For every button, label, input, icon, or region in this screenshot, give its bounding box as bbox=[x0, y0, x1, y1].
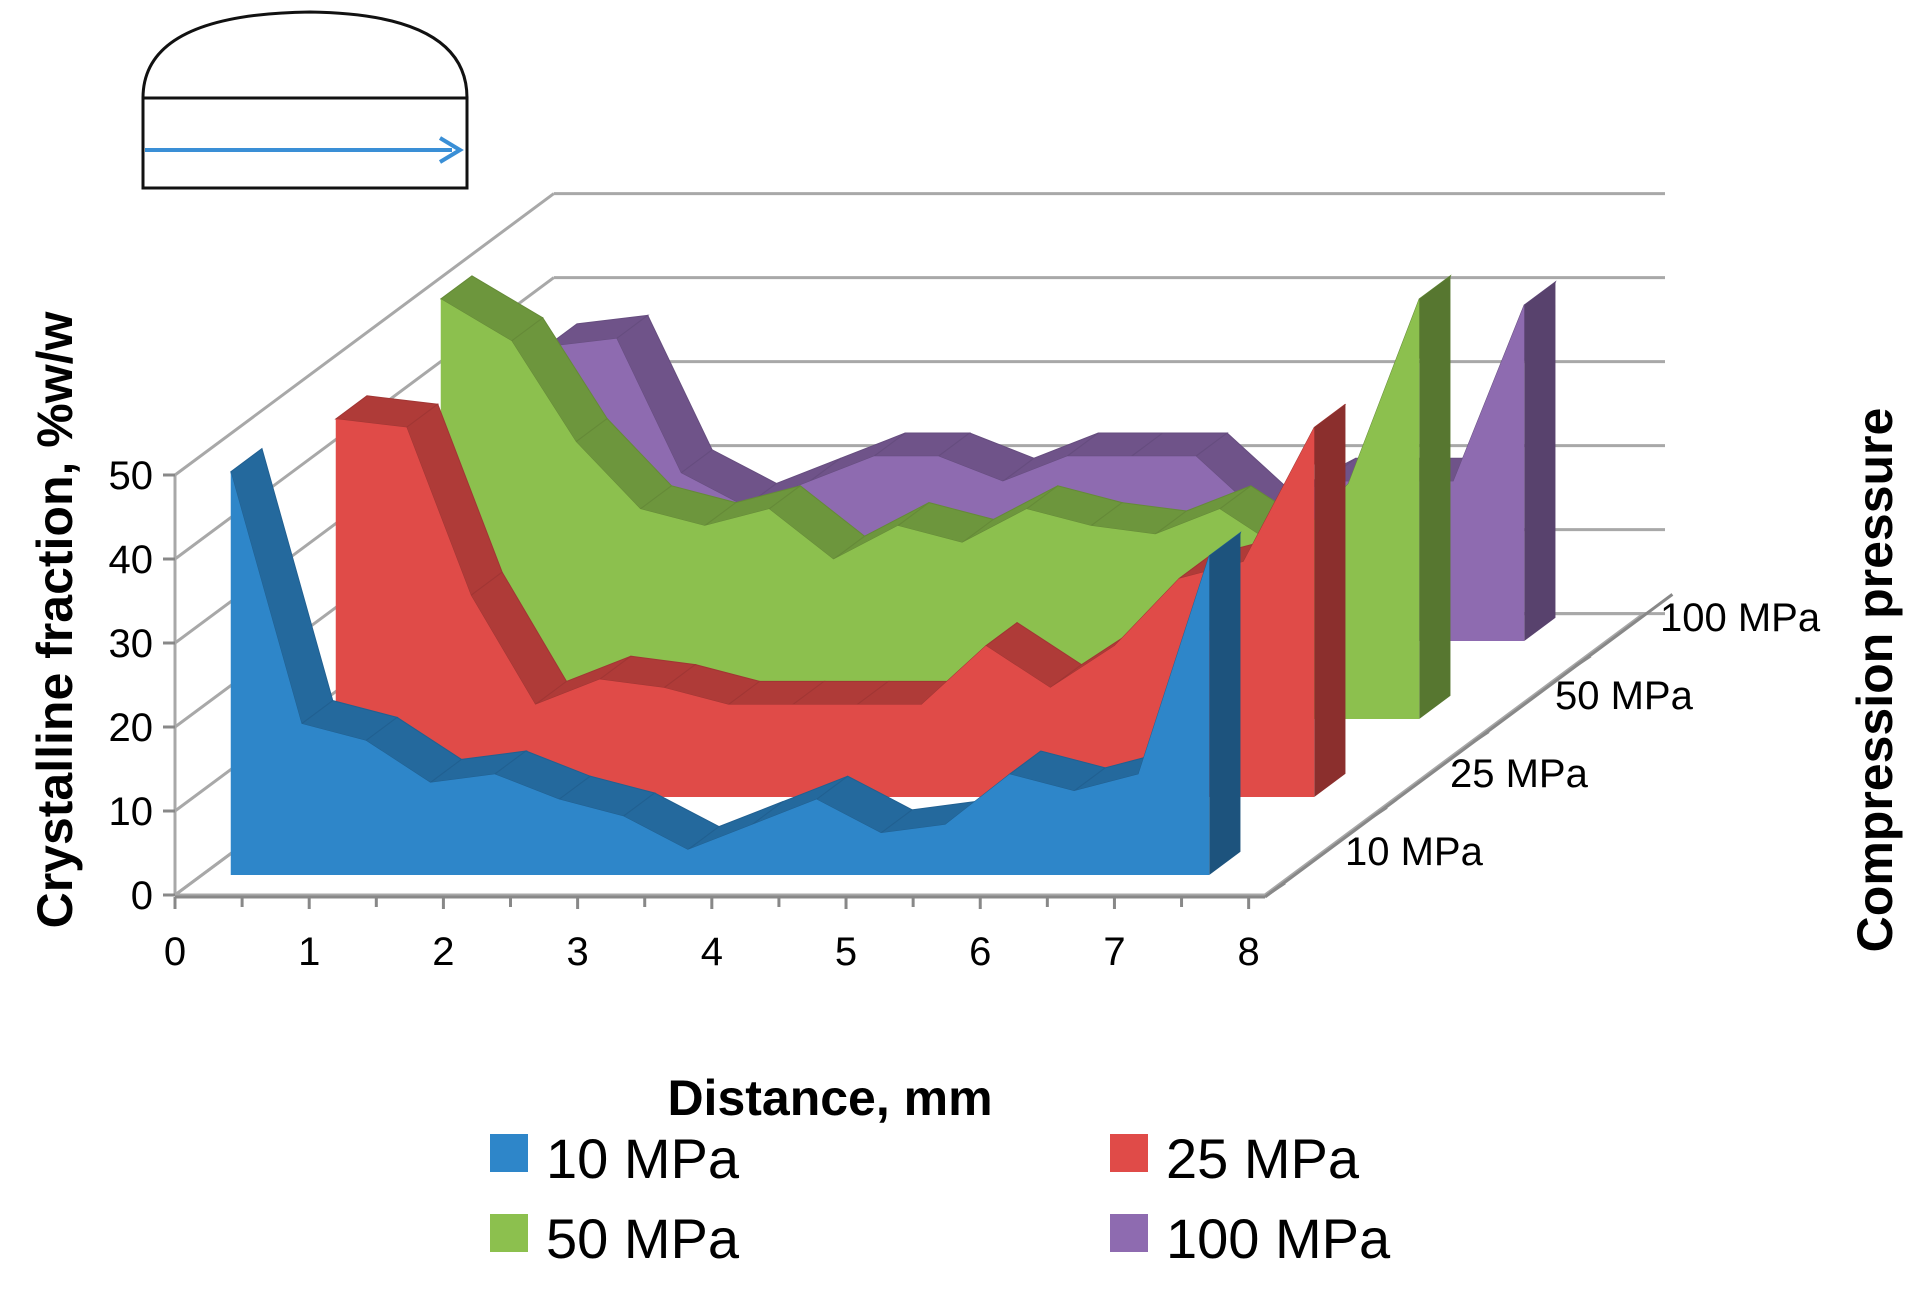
series-10-mpa bbox=[230, 447, 1242, 875]
series-25-mpa bbox=[334, 395, 1346, 797]
chart-series bbox=[230, 274, 1557, 875]
y-tick-label: 20 bbox=[109, 706, 154, 750]
chart-axes: 0 1 2 3 4 5 6 7 8 0 10 20 30 40 50 10 MPa 25 MPa 50 MPa 10… bbox=[27, 311, 1903, 1126]
depth-axis-line bbox=[1264, 593, 1674, 899]
x-tick-label: 4 bbox=[701, 930, 723, 974]
ribbon-end-face bbox=[1314, 404, 1346, 797]
y-tick-label: 40 bbox=[109, 538, 154, 582]
x-tick-label: 2 bbox=[432, 930, 454, 974]
legend-label: 50 MPa bbox=[546, 1207, 740, 1270]
legend-swatch bbox=[1110, 1214, 1148, 1252]
legend-swatch bbox=[490, 1214, 528, 1252]
ribbon-front-face bbox=[335, 419, 1315, 797]
y-tick-label: 10 bbox=[109, 790, 154, 834]
depth-label: 25 MPa bbox=[1450, 752, 1589, 796]
legend-item: 100 MPa bbox=[1110, 1207, 1391, 1270]
gridline-side bbox=[174, 192, 555, 477]
ribbon-end-face bbox=[1524, 281, 1556, 641]
z-axis-title: Compression pressure bbox=[1847, 408, 1903, 953]
legend-swatch bbox=[490, 1134, 528, 1172]
y-axis-title: Crystalline fraction, %w/w bbox=[27, 311, 83, 928]
ribbon-end-face bbox=[1209, 532, 1241, 875]
x-tick-label: 5 bbox=[835, 930, 857, 974]
y-tick-label: 50 bbox=[109, 454, 154, 498]
x-tick-label: 7 bbox=[1103, 930, 1125, 974]
legend-label: 100 MPa bbox=[1166, 1207, 1391, 1270]
legend-label: 25 MPa bbox=[1166, 1127, 1360, 1190]
depth-label: 100 MPa bbox=[1660, 596, 1821, 640]
legend-swatch bbox=[1110, 1134, 1148, 1172]
x-tick-label: 1 bbox=[298, 930, 320, 974]
x-tick-label: 8 bbox=[1238, 930, 1260, 974]
x-tick-label: 0 bbox=[164, 930, 186, 974]
legend-item: 50 MPa bbox=[490, 1207, 740, 1270]
legend-label: 10 MPa bbox=[546, 1127, 740, 1190]
x-tick-label: 6 bbox=[969, 930, 991, 974]
tablet-body bbox=[141, 96, 469, 190]
y-tick-label: 30 bbox=[109, 622, 154, 666]
tablet-cross-section-icon bbox=[141, 10, 469, 190]
x-tick-label: 3 bbox=[566, 930, 588, 974]
chart-legend: 10 MPa 25 MPa 50 MPa 100 MPa bbox=[490, 1127, 1391, 1270]
arrow-icon bbox=[438, 136, 464, 164]
depth-label: 50 MPa bbox=[1555, 674, 1694, 718]
tablet-dome bbox=[141, 10, 469, 100]
ribbon-front-face bbox=[230, 471, 1210, 875]
depth-label: 10 MPa bbox=[1345, 830, 1484, 874]
legend-item: 10 MPa bbox=[490, 1127, 740, 1190]
y-tick-label: 0 bbox=[131, 874, 153, 918]
x-axis-title: Distance, mm bbox=[667, 1070, 992, 1126]
legend-item: 25 MPa bbox=[1110, 1127, 1360, 1190]
ribbon-end-face bbox=[1419, 275, 1451, 719]
